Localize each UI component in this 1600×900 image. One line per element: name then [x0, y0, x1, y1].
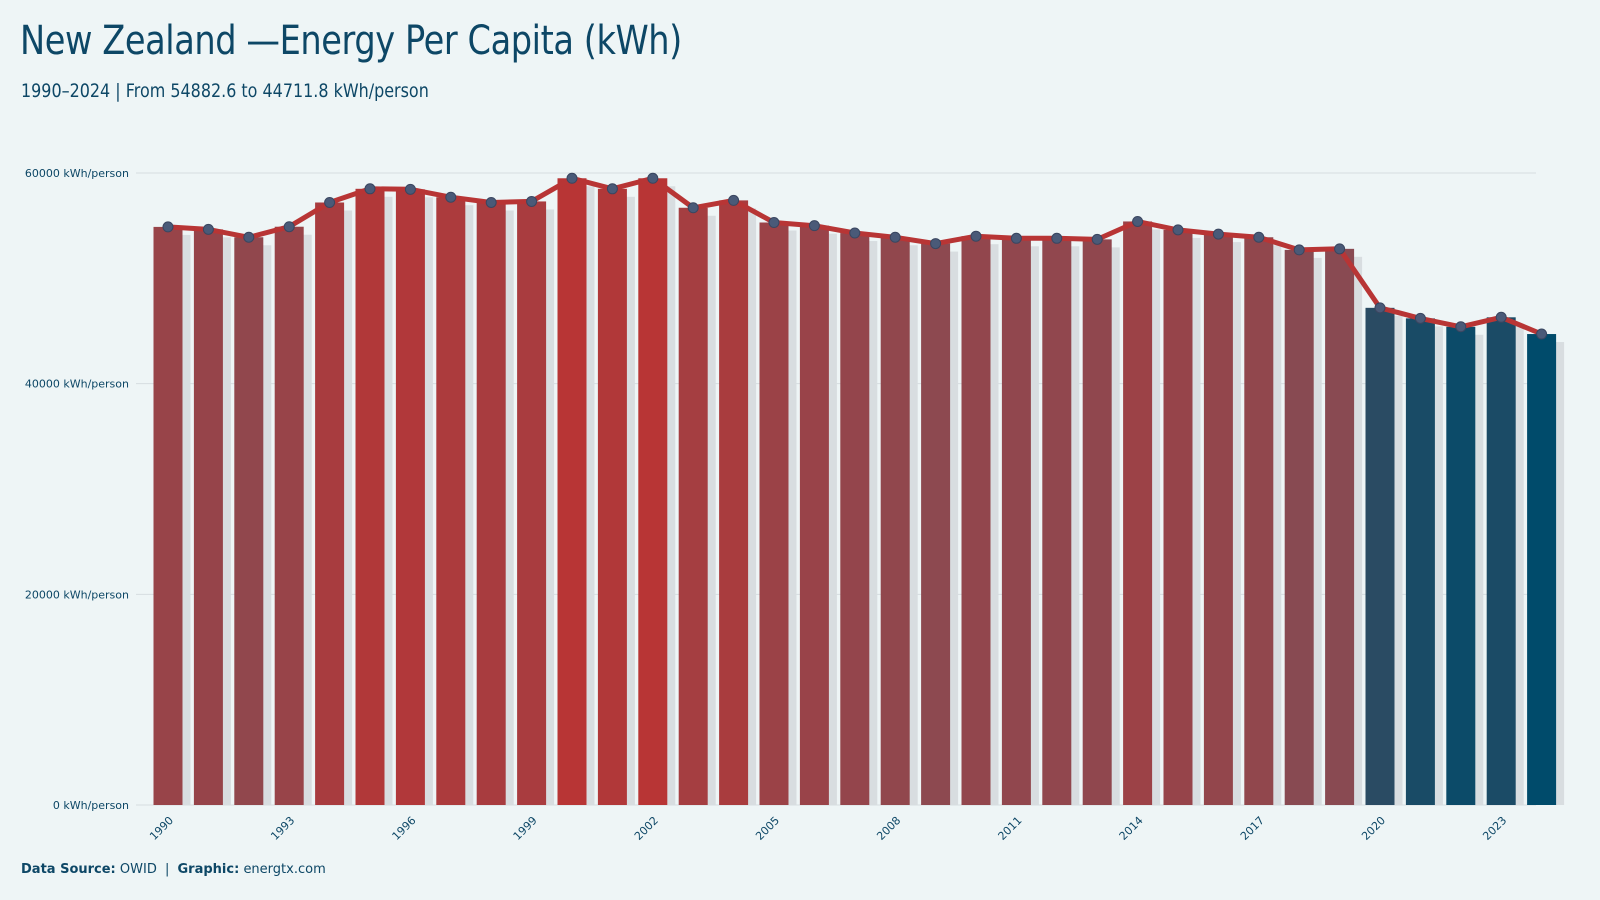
bar-2000 [557, 178, 587, 805]
point-1995 [364, 183, 376, 195]
point-2001 [606, 183, 618, 195]
point-2006 [808, 220, 820, 232]
point-2022 [1455, 321, 1467, 333]
bar-2014 [1123, 221, 1153, 805]
bar-1993 [274, 226, 304, 806]
bar-layer [153, 178, 1565, 806]
point-1999 [526, 195, 538, 207]
point-2010 [970, 230, 982, 242]
chart-title: New Zealand —Energy Per Capita (kWh) [20, 18, 682, 64]
x-tick-label: 2017 [1238, 814, 1267, 843]
bar-2010 [961, 236, 991, 805]
point-2009 [930, 238, 942, 250]
point-2004 [728, 194, 740, 206]
x-tick-label: 2008 [874, 814, 903, 843]
bar-2008 [880, 237, 910, 806]
point-1994 [324, 196, 336, 208]
point-1993 [283, 221, 295, 233]
y-tick-label: 0 kWh/person [53, 799, 129, 812]
point-2017 [1253, 231, 1265, 243]
bar-1990 [153, 226, 183, 806]
x-tick-label: 2005 [753, 814, 782, 843]
point-1997 [445, 191, 457, 203]
y-tick-label: 60000 kWh/person [25, 167, 129, 180]
point-2013 [1091, 233, 1103, 245]
bar-2016 [1203, 234, 1233, 806]
point-1991 [202, 223, 214, 235]
bar-2022 [1446, 326, 1476, 805]
chart-subtitle: 1990–2024 | From 54882.6 to 44711.8 kWh/… [21, 80, 429, 102]
point-2011 [1010, 232, 1022, 244]
point-2015 [1172, 224, 1184, 236]
point-2018 [1293, 244, 1305, 256]
bar-2006 [799, 225, 829, 805]
point-2014 [1132, 215, 1144, 227]
bar-2004 [719, 200, 749, 806]
bar-2009 [921, 243, 951, 805]
bar-2019 [1325, 248, 1355, 806]
bar-1997 [436, 197, 466, 805]
y-tick-label: 20000 kWh/person [25, 588, 129, 601]
point-2023 [1495, 311, 1507, 323]
x-tick-label: 2014 [1117, 814, 1146, 843]
point-2003 [687, 202, 699, 214]
x-axis-tick-labels: 1990 1993 1996 1999 2002 2005 2008 2011 2014 2017… [147, 814, 1509, 843]
bar-1996 [395, 189, 425, 805]
bar-2023 [1486, 317, 1516, 805]
bar-1992 [234, 237, 264, 806]
bar-2011 [1001, 238, 1031, 806]
point-1990 [162, 221, 174, 233]
bar-2005 [759, 222, 789, 806]
y-tick-label: 40000 kWh/person [25, 378, 129, 391]
graphic-value: energtx.com [243, 862, 326, 877]
bar-1999 [517, 201, 547, 805]
point-2007 [849, 227, 861, 239]
bar-2020 [1365, 307, 1395, 805]
graphic-label: Graphic: [177, 862, 240, 877]
bar-2007 [840, 233, 870, 806]
point-2020 [1374, 302, 1386, 314]
bar-2003 [678, 207, 708, 805]
bar-1994 [315, 202, 345, 805]
point-layer [162, 172, 1548, 340]
x-tick-label: 1990 [147, 814, 176, 843]
footer-credits: Data Source: OWID | Graphic: energtx.com [21, 862, 326, 877]
bar-2021 [1405, 318, 1435, 805]
x-tick-label: 2020 [1359, 814, 1388, 843]
point-2008 [889, 231, 901, 243]
point-2012 [1051, 232, 1063, 244]
bar-2017 [1244, 237, 1274, 806]
point-1998 [485, 196, 497, 208]
bar-2024 [1527, 334, 1557, 805]
x-tick-label: 2023 [1480, 814, 1509, 843]
bar-2001 [597, 188, 627, 806]
point-1992 [243, 231, 255, 243]
footer-separator: | [164, 862, 170, 877]
point-2002 [647, 172, 659, 184]
point-2005 [768, 217, 780, 229]
y-axis-tick-labels: 0 kWh/person 20000 kWh/person 40000 kWh/pe… [25, 167, 129, 812]
bar-2018 [1284, 249, 1314, 806]
point-2016 [1212, 228, 1224, 240]
x-tick-label: 2002 [632, 814, 661, 843]
bar-2015 [1163, 229, 1193, 805]
x-tick-label: 1996 [390, 814, 419, 843]
bar-1998 [476, 202, 506, 805]
bar-1995 [355, 188, 385, 806]
bar-1991 [193, 229, 223, 805]
bar-2013 [1082, 239, 1112, 806]
point-2024 [1536, 328, 1548, 340]
x-tick-label: 1993 [268, 814, 297, 843]
point-2021 [1414, 312, 1426, 324]
data-source-label: Data Source: [21, 862, 116, 877]
point-1996 [404, 183, 416, 195]
bar-2002 [638, 178, 668, 805]
x-tick-label: 1999 [511, 814, 540, 843]
point-2019 [1334, 243, 1346, 255]
x-tick-label: 2011 [996, 814, 1025, 843]
data-source-value: OWID [119, 862, 157, 877]
bar-2012 [1042, 238, 1072, 806]
point-2000 [566, 172, 578, 184]
